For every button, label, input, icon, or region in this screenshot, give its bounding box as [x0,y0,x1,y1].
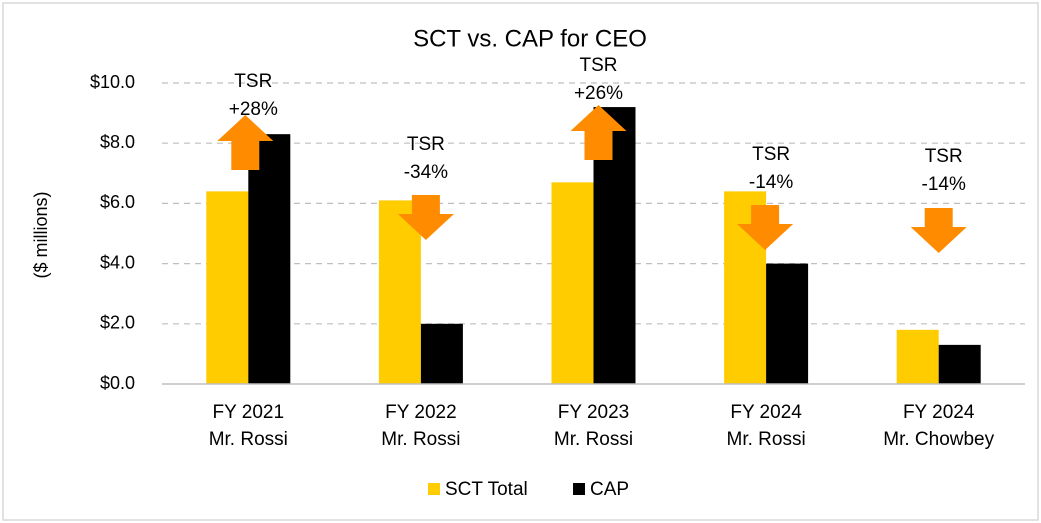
x-tick-label: Mr. Chowbey [883,429,994,450]
bar [206,191,249,384]
tsr-arrow [217,115,274,170]
bar [551,182,594,384]
y-tick-label: $8.0 [100,132,135,152]
annotation: TSR [407,134,445,155]
annotation: TSR [234,71,272,92]
tsr-arrow [570,105,627,160]
x-tick-label: FY 2022 [385,402,456,423]
bar [896,329,939,384]
bar [938,344,981,384]
y-axis-title: ($ millions) [31,191,51,278]
tsr-arrow [397,195,454,240]
bar [248,134,291,384]
annotation: -14% [922,174,966,195]
bar [378,200,421,384]
x-tick-label: Mr. Rossi [209,429,288,450]
x-tick-label: FY 2023 [558,402,629,423]
legend-swatch [428,483,440,495]
x-tick-label: Mr. Rossi [554,429,633,450]
y-tick-label: $0.0 [100,373,135,393]
y-tick-label: $10.0 [90,72,135,92]
legend-label: SCT Total [445,479,528,500]
x-tick-label: Mr. Rossi [727,429,806,450]
y-tick-label: $6.0 [100,192,135,212]
x-tick-label: FY 2024 [730,402,802,423]
annotation: TSR [925,146,963,167]
y-tick-label: $4.0 [100,252,135,272]
annotation: TSR [580,55,618,76]
legend-label: CAP [590,479,629,500]
annotation: TSR [752,144,790,165]
tsr-arrow [737,205,794,250]
x-tick-label: FY 2021 [213,402,284,423]
bar [420,323,463,384]
y-tick-label: $2.0 [100,313,135,333]
annotation: +28% [229,99,278,120]
x-tick-label: Mr. Rossi [381,429,460,450]
annotation: -14% [749,172,793,193]
tsr-arrow [910,208,967,253]
chart-title: SCT vs. CAP for CEO [413,25,647,52]
annotation: +26% [574,83,623,104]
bar [766,263,809,384]
annotation: -34% [404,162,448,183]
legend-swatch [573,483,585,495]
x-tick-label: FY 2024 [903,402,975,423]
